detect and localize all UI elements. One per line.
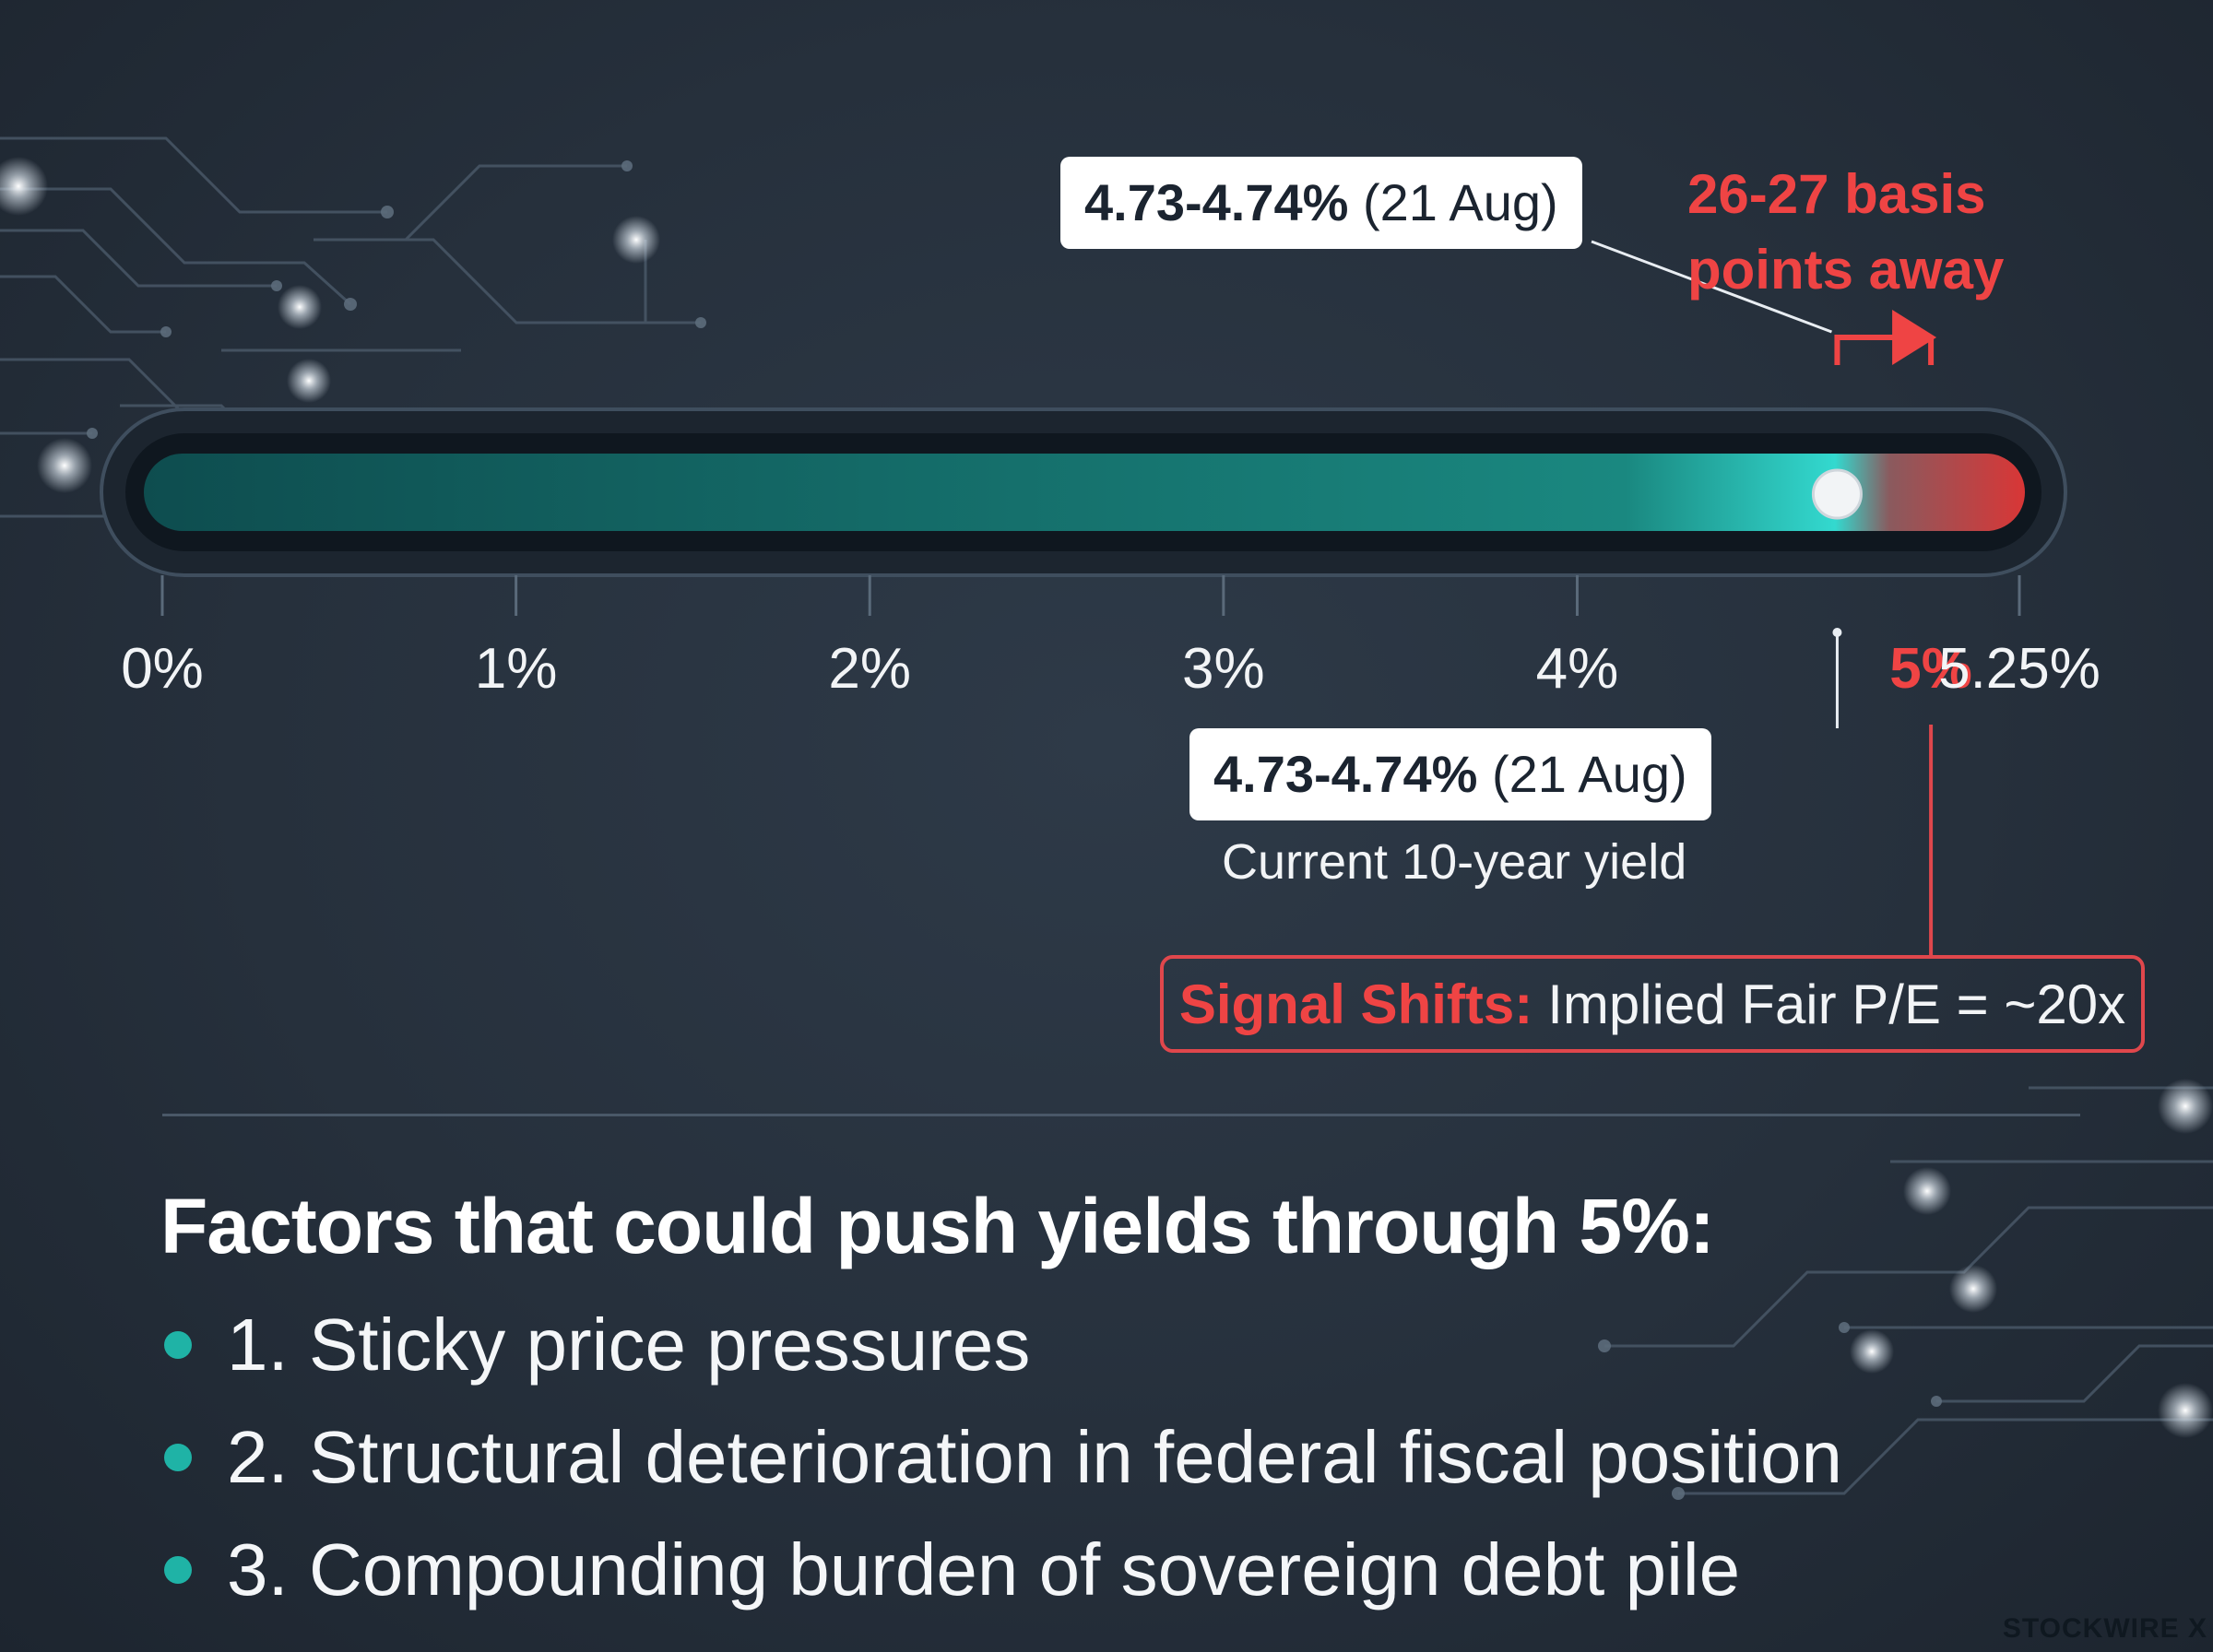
factors-list: 1. Sticky price pressures 2. Structural … (160, 1289, 1842, 1626)
callout-top-leader-line (1591, 240, 1832, 334)
tick-label: 3% (1182, 637, 1265, 701)
leader-end-dot (1832, 628, 1842, 637)
current-yield-dot (1811, 468, 1863, 520)
tick-label: 5.25% (1938, 637, 2101, 701)
tick-label: 5% (1889, 637, 1972, 701)
factor-item: 1. Sticky price pressures (160, 1289, 1842, 1401)
callout-top-value: 4.73-4.74% (1084, 173, 1349, 231)
tick-label: 0% (121, 637, 204, 701)
signal-shift-key: Signal Shifts: (1178, 973, 1533, 1035)
basis-points-label: 26-27 basis points away (1687, 157, 2004, 308)
signal-shift-box: Signal Shifts: Implied Fair P/E = ~20x (1160, 955, 2145, 1053)
tick-label: 4% (1535, 637, 1619, 701)
factor-item-text: 1. Sticky price pressures (227, 1304, 1031, 1386)
factors-title: Factors that could push yields through 5… (160, 1183, 1715, 1269)
factor-item-text: 3. Compounding burden of sovereign debt … (227, 1528, 1741, 1611)
bullet-dot-icon (164, 1444, 192, 1471)
callout-bottom-value: 4.73-4.74% (1213, 745, 1478, 803)
signal-shift-text: Implied Fair P/E = ~20x (1547, 973, 2126, 1035)
tick-label: 1% (474, 637, 558, 701)
bullet-dot-icon (164, 1556, 192, 1584)
current-yield-callout-bottom: 4.73-4.74% (21 Aug) (1189, 728, 1711, 820)
factor-item: 3. Compounding burden of sovereign debt … (160, 1514, 1842, 1626)
factor-item: 2. Structural deterioration in federal f… (160, 1401, 1842, 1514)
factor-item-text: 2. Structural deterioration in federal f… (227, 1416, 1843, 1498)
gauge-fill-bar (144, 454, 2025, 531)
callout-bottom-date: (21 Aug) (1492, 745, 1687, 803)
basis-points-arrow (1834, 310, 1937, 365)
current-yield-caption: Current 10-year yield (1222, 834, 1687, 890)
section-divider (162, 1114, 2080, 1116)
bullet-dot-icon (164, 1331, 192, 1359)
basis-points-line-2: points away (1687, 239, 2005, 301)
tick-label: 2% (828, 637, 912, 701)
callout-top-date: (21 Aug) (1363, 173, 1558, 231)
basis-points-line-1: 26-27 basis (1687, 163, 1986, 225)
current-yield-callout-top: 4.73-4.74% (21 Aug) (1060, 157, 1582, 249)
brand-watermark: STOCKWIRE X (2002, 1613, 2207, 1644)
